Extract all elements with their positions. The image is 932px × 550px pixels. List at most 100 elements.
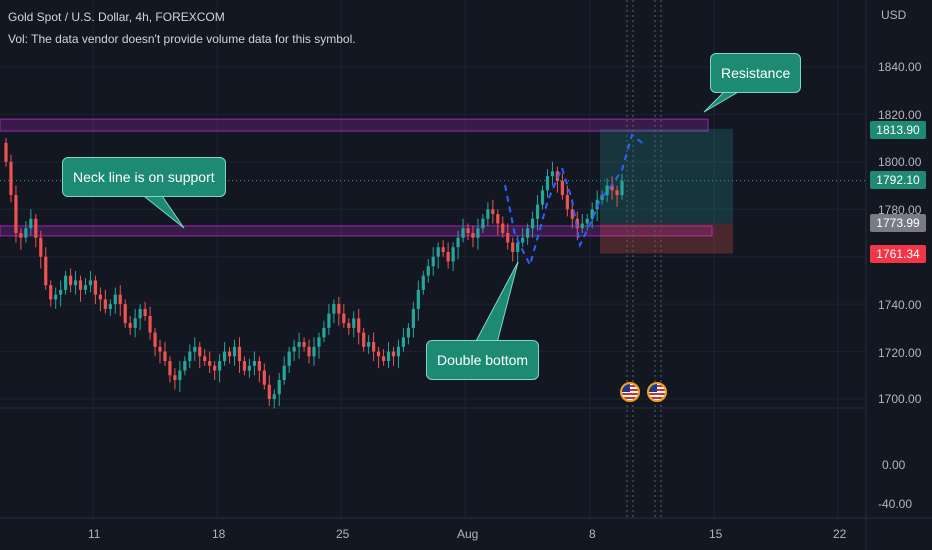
candle-body [292,346,296,352]
candle-body [540,190,545,205]
candle-body [257,361,261,371]
double-bottom-callout[interactable]: Double bottom [426,340,540,380]
candle-body [506,233,510,243]
price-tick: 1780.00 [878,203,922,217]
candle-body [64,275,68,290]
candle-body [173,375,177,381]
candle-body [29,218,33,229]
candle-body [391,351,396,357]
candle-body [148,316,152,333]
price-tick: 1700.00 [878,392,922,406]
time-tick: 22 [833,527,847,541]
candle-body [327,313,331,328]
candle-body [19,233,23,238]
time-tick: Aug [457,527,479,541]
candle-body [34,218,38,238]
candle-body [491,209,495,215]
candle-body [615,190,619,196]
us-flag-event-icon[interactable] [620,382,640,402]
candle-body [252,361,256,366]
candle-body [381,356,386,362]
price-tick: 1840.00 [878,60,922,74]
candle-body [103,299,107,309]
candle-body [471,233,475,238]
candle-body [307,346,311,357]
candle-body [208,361,212,366]
price-tick: 1720.00 [878,346,922,360]
candle-body [242,361,247,371]
candle-body [511,242,515,252]
candle-body [367,342,371,347]
candle-body [44,256,48,286]
candle-body [218,361,222,371]
neckline-callout[interactable]: Neck line is on support [62,157,226,197]
candle-body [496,214,500,224]
candle-body [188,351,192,362]
candle-body [138,308,142,319]
candle-body [396,346,401,357]
time-tick: 18 [212,527,226,541]
projection-path [504,133,646,268]
candle-body [282,365,286,381]
candle-body [352,318,356,328]
candle-body [585,218,589,224]
time-tick: 11 [88,527,101,541]
candle-body [565,195,569,210]
profit-zone [600,128,733,224]
candle-body [456,237,460,248]
candle-body [530,218,535,229]
candle-body [247,365,252,371]
candle-body [59,289,63,295]
candle-body [54,294,58,300]
candle-body [590,209,594,219]
candle-body [143,308,147,316]
candle-body [113,294,117,305]
price-tick: 1740.00 [878,298,922,312]
candle-body [501,223,505,233]
candle-body [4,142,8,162]
candle-body [362,332,366,347]
candle-body [441,247,445,252]
candle-body [550,171,555,177]
candle-body [203,356,207,362]
candle-body [322,327,326,338]
double-bottom-pointer [474,261,519,344]
candle-body [312,346,316,357]
candle-body [526,228,530,238]
candle-body [267,384,271,399]
candle-body [580,223,584,229]
candle-body [436,247,440,257]
resistance-callout[interactable]: Resistance [710,53,802,93]
candle-body [406,327,410,338]
candle-body [575,218,579,229]
candle-body [620,180,624,196]
candle-body [237,346,242,362]
candle-body [198,346,202,357]
candle-body [88,280,93,286]
candle-body [535,204,540,219]
candle-body [153,332,157,347]
candle-body [277,380,281,395]
candle-body [178,370,182,381]
candle-body [332,304,336,314]
candle-body [183,361,187,371]
candle-body [376,351,381,357]
candle-body [610,185,614,191]
candle-body [133,318,137,328]
candle-body [347,323,351,328]
candle-body [168,361,172,376]
candle-body [118,294,122,305]
candle-body [521,237,525,243]
candle-body [73,280,78,286]
candle-body [421,275,425,290]
candle-body [93,280,98,295]
candle-body [416,289,420,309]
candle-body [342,313,346,324]
candle-body [193,346,197,352]
candle-body [317,337,321,347]
candle-body [431,256,435,267]
candle-body [128,323,132,328]
candle-body [78,280,83,290]
us-flag-event-icon[interactable] [647,382,667,402]
